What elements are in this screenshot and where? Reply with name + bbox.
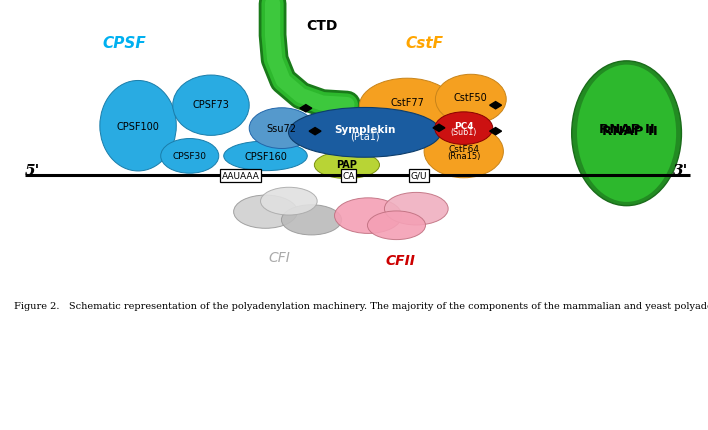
Ellipse shape [261, 188, 317, 215]
Ellipse shape [161, 139, 219, 174]
Ellipse shape [577, 65, 676, 203]
Ellipse shape [367, 212, 426, 240]
Text: (Sub1): (Sub1) [450, 128, 477, 137]
Ellipse shape [100, 81, 176, 172]
Text: (Rna15): (Rna15) [447, 151, 481, 160]
Polygon shape [433, 125, 445, 132]
Polygon shape [490, 128, 501, 135]
Text: RNAP II: RNAP II [599, 123, 654, 136]
Text: RNAP II: RNAP II [603, 124, 658, 138]
Text: Symplekin: Symplekin [334, 124, 395, 135]
Text: 5': 5' [25, 164, 40, 178]
Ellipse shape [435, 113, 493, 145]
Ellipse shape [359, 79, 455, 135]
Ellipse shape [424, 126, 503, 178]
Ellipse shape [173, 76, 249, 136]
Text: CstF77: CstF77 [390, 98, 424, 108]
Text: CPSF30: CPSF30 [173, 152, 207, 161]
Text: AAUAAA: AAUAAA [222, 172, 260, 181]
Text: CstF50: CstF50 [454, 93, 488, 103]
Polygon shape [490, 102, 501, 110]
Ellipse shape [249, 108, 314, 149]
Text: CstF: CstF [406, 36, 444, 51]
Text: CPSF: CPSF [102, 36, 146, 51]
Text: (Pta1): (Pta1) [350, 131, 379, 141]
Text: CPSF100: CPSF100 [117, 121, 159, 132]
Text: CPSF160: CPSF160 [244, 151, 287, 162]
Ellipse shape [289, 108, 440, 158]
Text: Ssu72: Ssu72 [267, 124, 297, 134]
Text: CFI: CFI [269, 250, 290, 264]
Ellipse shape [384, 193, 448, 225]
Ellipse shape [435, 75, 506, 125]
Text: CA: CA [342, 172, 355, 181]
Ellipse shape [335, 198, 402, 234]
Ellipse shape [281, 205, 342, 235]
Ellipse shape [224, 142, 307, 171]
Polygon shape [309, 128, 321, 135]
Text: PC4: PC4 [454, 122, 474, 131]
Ellipse shape [234, 196, 297, 229]
Ellipse shape [572, 61, 681, 206]
Text: Figure 2.   Schematic representation of the polyadenylation machinery. The major: Figure 2. Schematic representation of th… [14, 301, 708, 310]
Ellipse shape [314, 152, 379, 179]
Text: G/U: G/U [411, 172, 428, 181]
Text: PAP: PAP [336, 160, 358, 170]
Polygon shape [300, 105, 312, 113]
Text: 3': 3' [673, 164, 688, 178]
Text: CFII: CFII [385, 253, 415, 267]
Text: CstF64: CstF64 [448, 144, 479, 154]
Text: CTD: CTD [307, 18, 338, 33]
Text: CPSF73: CPSF73 [193, 100, 229, 110]
